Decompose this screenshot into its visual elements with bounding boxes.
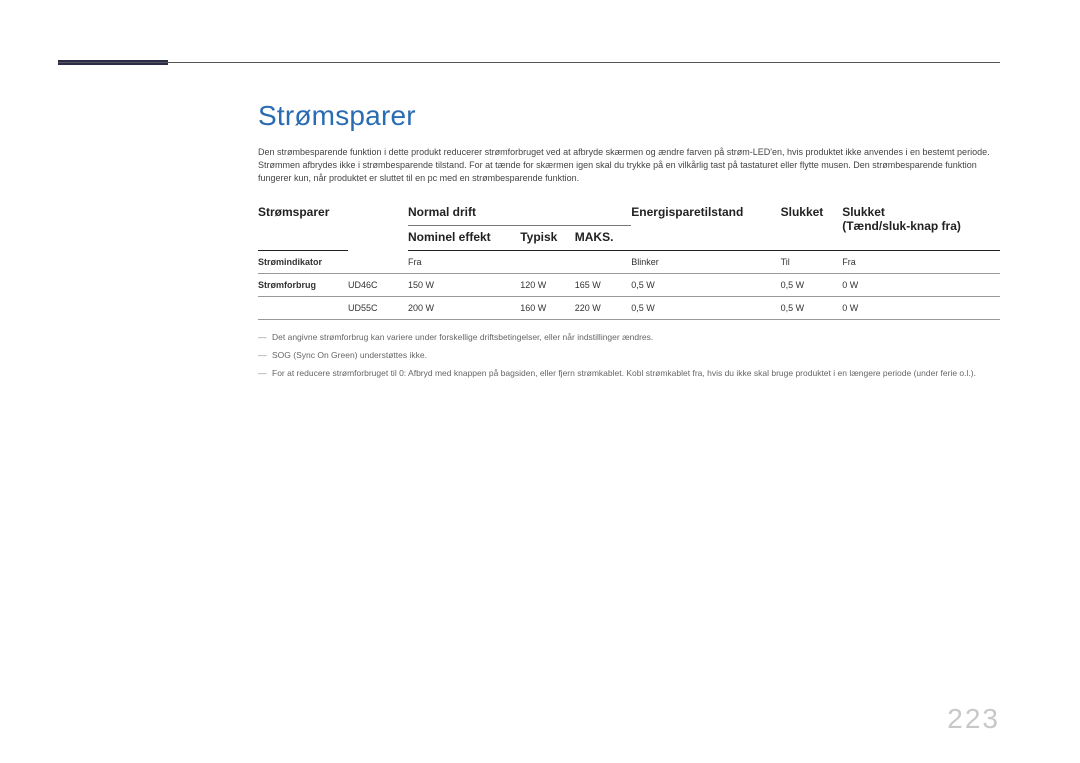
cell: Blinker	[631, 251, 780, 274]
cell	[575, 251, 632, 274]
cell: Fra	[842, 251, 1000, 274]
cell: 0,5 W	[781, 297, 843, 320]
cell	[348, 251, 408, 274]
cell: 165 W	[575, 274, 632, 297]
cell: 0 W	[842, 274, 1000, 297]
table-row: Strømindikator Fra Blinker Til Fra	[258, 251, 1000, 274]
page-number: 223	[947, 703, 1000, 735]
power-table: Strømsparer Normal drift Energisparetils…	[258, 201, 1000, 320]
th-energispare: Energisparetilstand	[631, 201, 780, 251]
table-row: Strømforbrug UD46C 150 W 120 W 165 W 0,5…	[258, 274, 1000, 297]
footnote: Det angivne strømforbrug kan variere und…	[258, 332, 1000, 344]
cell: UD55C	[348, 297, 408, 320]
cell: 120 W	[520, 274, 575, 297]
cell-label	[258, 297, 348, 320]
cell: Fra	[408, 251, 520, 274]
th-maks: MAKS.	[575, 226, 632, 251]
cell: UD46C	[348, 274, 408, 297]
th-nominel: Nominel effekt	[408, 226, 520, 251]
cell: 160 W	[520, 297, 575, 320]
intro-paragraph: Den strømbesparende funktion i dette pro…	[258, 146, 1000, 185]
th-slukket2-a: Slukket	[842, 205, 885, 219]
manual-page: Strømsparer Den strømbesparende funktion…	[0, 0, 1080, 763]
cell: Til	[781, 251, 843, 274]
th-normal-drift: Normal drift	[408, 201, 631, 226]
cell: 200 W	[408, 297, 520, 320]
th-slukket2-b: (Tænd/sluk-knap fra)	[842, 219, 961, 233]
cell: 0,5 W	[631, 297, 780, 320]
cell: 0 W	[842, 297, 1000, 320]
footnotes: Det angivne strømforbrug kan variere und…	[258, 332, 1000, 380]
cell-label: Strømindikator	[258, 251, 348, 274]
table-row: UD55C 200 W 160 W 220 W 0,5 W 0,5 W 0 W	[258, 297, 1000, 320]
th-slukket: Slukket	[781, 201, 843, 251]
cell: 0,5 W	[781, 274, 843, 297]
footnote: For at reducere strømforbruget til 0: Af…	[258, 368, 1000, 380]
cell: 0,5 W	[631, 274, 780, 297]
cell-label: Strømforbrug	[258, 274, 348, 297]
cell: 150 W	[408, 274, 520, 297]
header-rule	[58, 62, 1000, 63]
th-stromsparer: Strømsparer	[258, 201, 348, 251]
footnote: SOG (Sync On Green) understøttes ikke.	[258, 350, 1000, 362]
cell: 220 W	[575, 297, 632, 320]
page-title: Strømsparer	[258, 100, 1000, 132]
cell	[520, 251, 575, 274]
th-blank	[348, 201, 408, 251]
th-slukket-knap: Slukket (Tænd/sluk-knap fra)	[842, 201, 1000, 251]
th-typisk: Typisk	[520, 226, 575, 251]
